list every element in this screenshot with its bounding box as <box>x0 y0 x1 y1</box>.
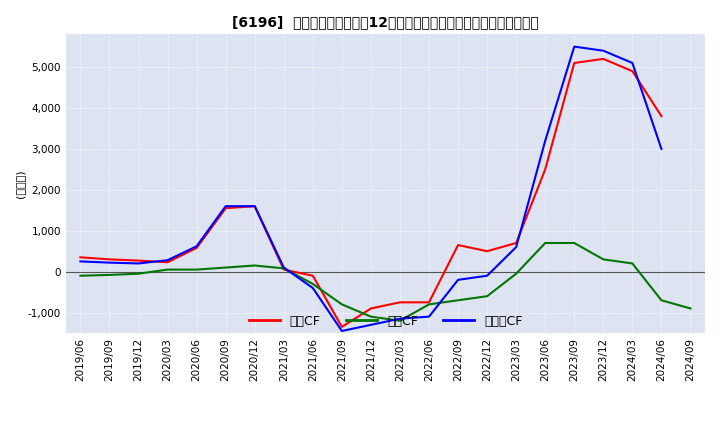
フリーCF <box>338 328 346 334</box>
営業CF <box>338 324 346 330</box>
投資CF <box>221 265 230 270</box>
営業CF <box>657 114 666 119</box>
フリーCF <box>541 138 549 143</box>
営業CF <box>570 60 579 66</box>
フリーCF <box>251 204 259 209</box>
投資CF <box>163 267 172 272</box>
投資CF <box>366 314 375 319</box>
フリーCF <box>454 277 462 282</box>
営業CF <box>454 242 462 248</box>
投資CF <box>105 272 114 278</box>
投資CF <box>251 263 259 268</box>
投資CF <box>512 271 521 276</box>
営業CF <box>425 300 433 305</box>
Line: フリーCF: フリーCF <box>81 47 662 331</box>
投資CF <box>570 240 579 246</box>
投資CF <box>279 266 288 271</box>
Y-axis label: (百万円): (百万円) <box>15 169 25 198</box>
投資CF <box>541 240 549 246</box>
営業CF <box>221 205 230 211</box>
投資CF <box>134 271 143 276</box>
Legend: 営業CF, 投資CF, フリーCF: 営業CF, 投資CF, フリーCF <box>243 310 527 333</box>
投資CF <box>396 318 405 323</box>
投資CF <box>483 293 492 299</box>
フリーCF <box>483 273 492 279</box>
フリーCF <box>366 322 375 327</box>
営業CF <box>251 204 259 209</box>
投資CF <box>192 267 201 272</box>
Line: 営業CF: 営業CF <box>81 59 662 327</box>
フリーCF <box>279 265 288 270</box>
投資CF <box>425 302 433 307</box>
フリーCF <box>308 286 317 291</box>
営業CF <box>396 300 405 305</box>
Line: 投資CF: 投資CF <box>81 243 690 321</box>
投資CF <box>76 273 85 279</box>
フリーCF <box>628 60 636 66</box>
フリーCF <box>134 261 143 266</box>
フリーCF <box>105 260 114 265</box>
投資CF <box>686 306 695 311</box>
営業CF <box>483 249 492 254</box>
営業CF <box>76 255 85 260</box>
投資CF <box>308 281 317 286</box>
営業CF <box>541 167 549 172</box>
営業CF <box>308 273 317 279</box>
フリーCF <box>76 259 85 264</box>
フリーCF <box>221 204 230 209</box>
フリーCF <box>512 245 521 250</box>
フリーCF <box>570 44 579 49</box>
営業CF <box>134 258 143 263</box>
フリーCF <box>192 244 201 249</box>
営業CF <box>512 240 521 246</box>
営業CF <box>279 267 288 272</box>
営業CF <box>105 257 114 262</box>
フリーCF <box>599 48 608 53</box>
フリーCF <box>163 257 172 263</box>
フリーCF <box>657 146 666 151</box>
フリーCF <box>396 316 405 321</box>
投資CF <box>338 302 346 307</box>
Title: [6196]  キャッシュフローの12か月移動合計の対前年同期増減額の推移: [6196] キャッシュフローの12か月移動合計の対前年同期増減額の推移 <box>232 15 539 29</box>
営業CF <box>628 69 636 74</box>
投資CF <box>454 297 462 303</box>
営業CF <box>192 245 201 250</box>
フリーCF <box>425 314 433 319</box>
投資CF <box>599 257 608 262</box>
投資CF <box>657 297 666 303</box>
営業CF <box>366 306 375 311</box>
投資CF <box>628 261 636 266</box>
営業CF <box>163 260 172 265</box>
営業CF <box>599 56 608 62</box>
